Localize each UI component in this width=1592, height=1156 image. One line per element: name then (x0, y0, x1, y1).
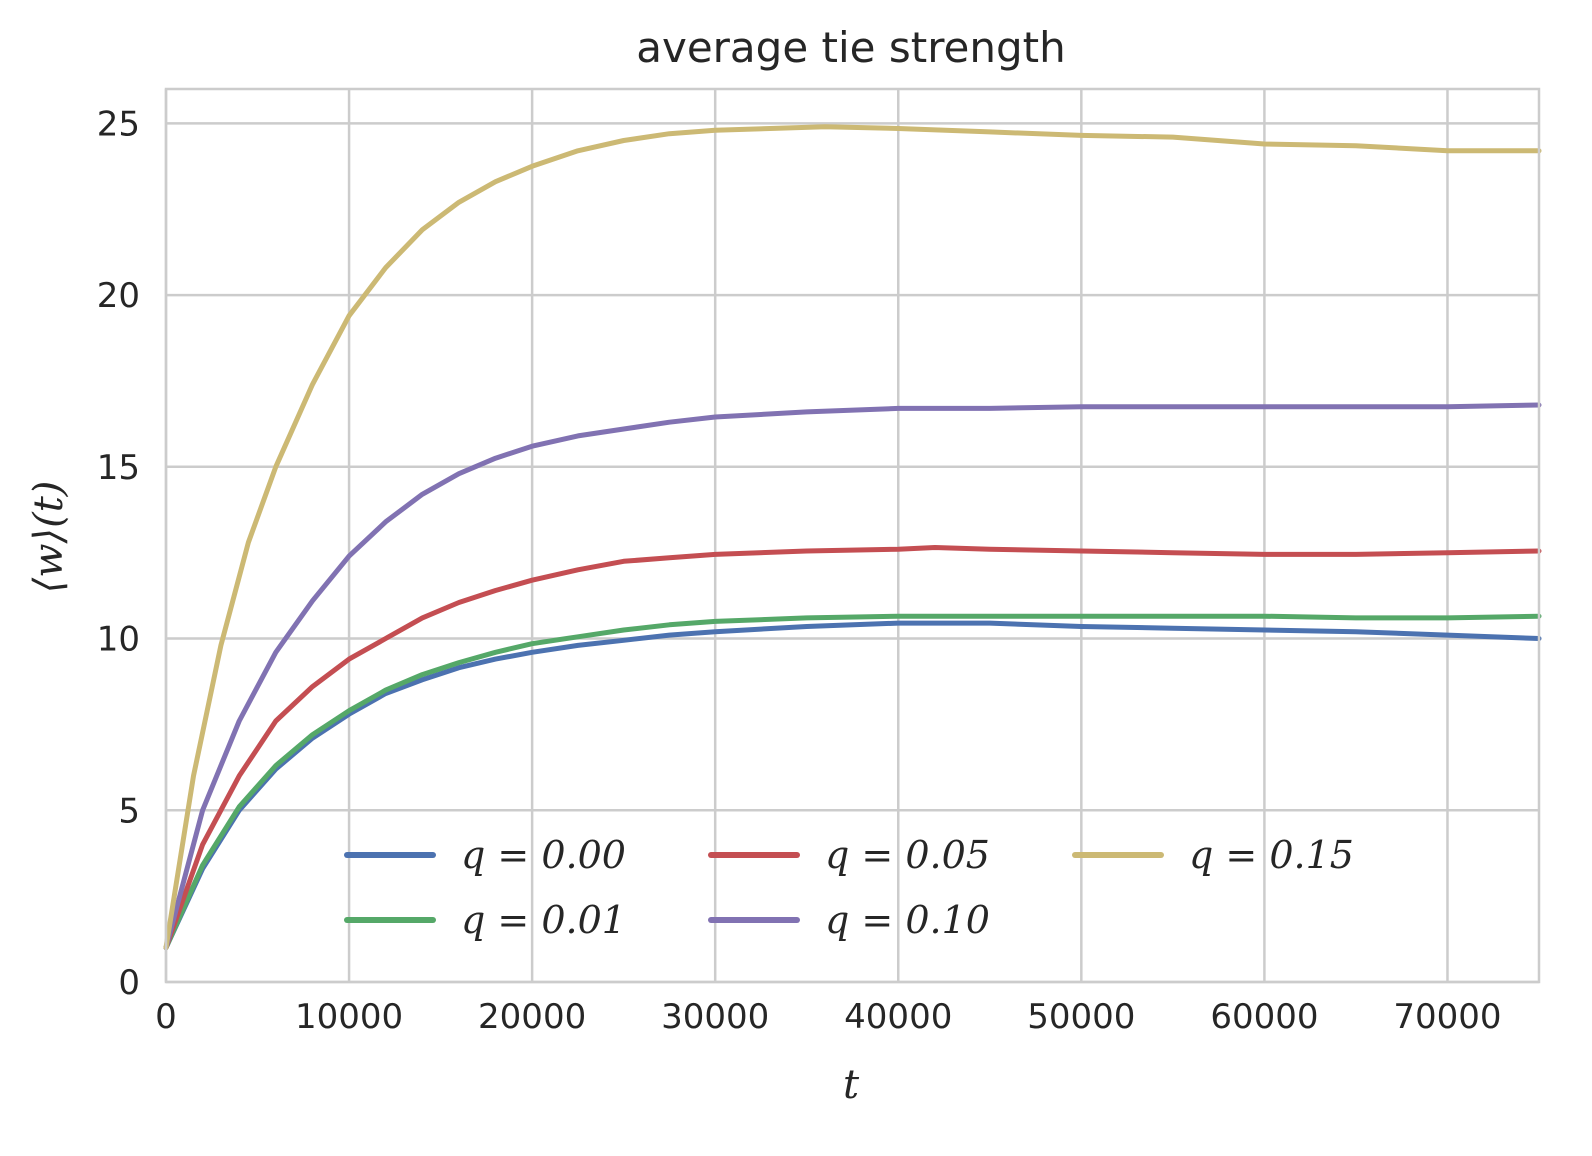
x-axis-ticks: 0 10000 20000 30000 40000 50000 60000 70000 (155, 997, 1501, 1037)
plot-frame (164, 87, 1541, 984)
legend-entry: q = 0.00 (344, 833, 626, 877)
series-layer (163, 124, 1542, 951)
y-tick-label: 20 (97, 276, 140, 316)
legend-label: q = 0.10 (825, 898, 990, 942)
y-tick-label: 15 (97, 448, 140, 488)
x-axis-label: t (843, 1062, 860, 1108)
legend: q = 0.00 q = 0.01 q = 0.05 q = 0.10 q = 0.15 (344, 833, 1354, 942)
y-tick-label: 0 (118, 963, 140, 1003)
x-tick-label: 0 (155, 997, 177, 1037)
y-axis-label: ⟨w⟩(t) (26, 481, 72, 594)
series-line-2 (163, 545, 1542, 951)
legend-entry: q = 0.10 (708, 898, 990, 942)
series-line-0 (163, 620, 1542, 951)
legend-label: q = 0.15 (1189, 833, 1354, 877)
legend-label: q = 0.05 (825, 833, 990, 877)
legend-entry: q = 0.15 (1072, 833, 1354, 877)
legend-label: q = 0.01 (461, 898, 626, 942)
y-tick-label: 10 (97, 620, 140, 660)
legend-entry: q = 0.05 (708, 833, 990, 877)
chart-title: average tie strength (636, 23, 1066, 72)
x-tick-label: 30000 (661, 997, 769, 1037)
y-tick-label: 5 (118, 791, 140, 831)
x-tick-label: 60000 (1210, 997, 1318, 1037)
legend-entry: q = 0.01 (344, 898, 626, 942)
grid (164, 89, 1539, 984)
y-tick-label: 25 (97, 104, 140, 144)
x-tick-label: 40000 (844, 997, 952, 1037)
legend-label: q = 0.00 (461, 833, 626, 877)
series-line-3 (163, 402, 1542, 951)
x-tick-label: 50000 (1027, 997, 1135, 1037)
series-line-1 (163, 613, 1542, 951)
y-axis-ticks: 0 5 10 15 20 25 (97, 104, 140, 1003)
x-tick-label: 20000 (478, 997, 586, 1037)
x-tick-label: 70000 (1393, 997, 1501, 1037)
series-line-4 (163, 124, 1542, 951)
x-tick-label: 10000 (295, 997, 403, 1037)
